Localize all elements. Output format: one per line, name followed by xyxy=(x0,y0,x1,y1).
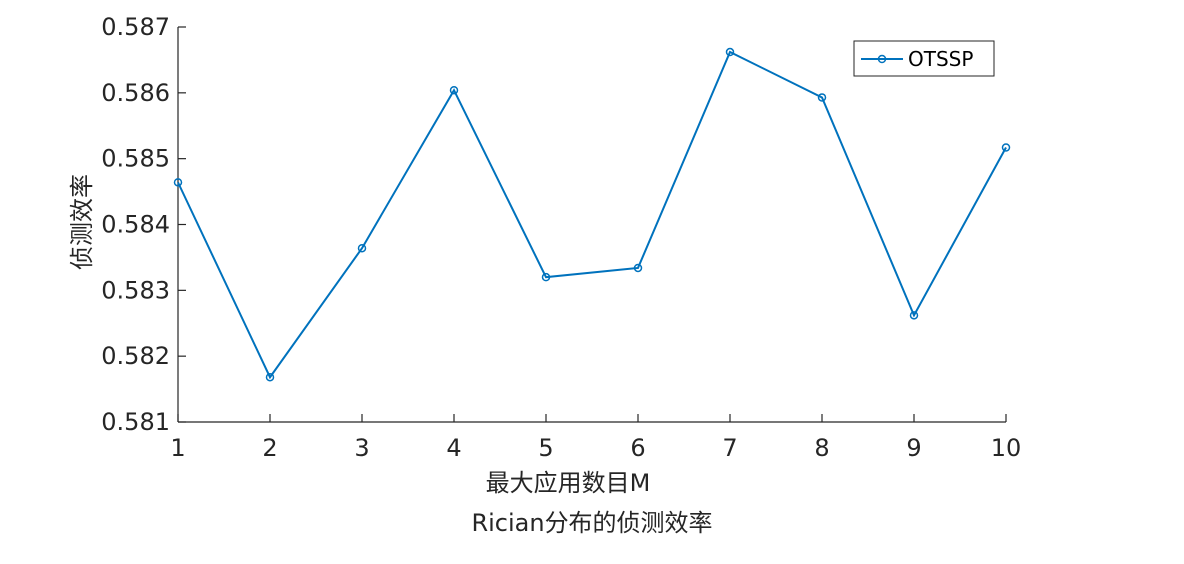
chart-caption: Rician分布的侦测效率 xyxy=(471,509,712,537)
data-point xyxy=(173,178,183,187)
data-point xyxy=(817,93,827,102)
y-ticks: 0.581 0.582 0.583 0.584 0.585 0.586 0.587 xyxy=(101,13,186,436)
data-point xyxy=(633,263,643,273)
x-tick-label: 9 xyxy=(906,434,921,462)
x-tick-label: 8 xyxy=(814,434,829,462)
legend: OTSSP xyxy=(853,40,995,77)
y-tick-label: 0.587 xyxy=(101,13,170,41)
x-tick-label: 6 xyxy=(630,434,645,462)
series-line-otssp xyxy=(177,50,1007,380)
legend-marker-otssp xyxy=(877,54,887,64)
x-tick-label: 4 xyxy=(446,434,461,462)
data-point xyxy=(909,311,919,320)
legend-label-otssp: OTSSP xyxy=(908,47,973,71)
axes xyxy=(177,27,1006,423)
x-tick-label: 7 xyxy=(722,434,737,462)
x-tick-label: 1 xyxy=(170,434,185,462)
y-tick-label: 0.584 xyxy=(101,211,170,239)
y-tick-label: 0.583 xyxy=(101,276,170,304)
x-tick-label: 3 xyxy=(354,434,369,462)
x-axis-label: 最大应用数目M xyxy=(486,469,651,497)
y-tick-label: 0.585 xyxy=(101,145,170,173)
x-ticks: 1 2 3 4 5 6 7 8 9 10 xyxy=(170,414,1021,462)
y-tick-label: 0.581 xyxy=(101,408,170,436)
y-tick-label: 0.586 xyxy=(101,79,170,107)
x-tick-label: 2 xyxy=(262,434,277,462)
x-tick-label: 5 xyxy=(538,434,553,462)
y-tick-label: 0.582 xyxy=(101,342,170,370)
y-axis-label: 侦测效率 xyxy=(68,174,96,270)
data-point xyxy=(449,85,459,95)
x-tick-label: 10 xyxy=(991,434,1022,462)
data-point xyxy=(725,47,735,57)
data-point xyxy=(1001,143,1011,152)
series-group xyxy=(173,47,1011,382)
data-point xyxy=(265,372,275,382)
data-point xyxy=(357,243,367,253)
data-point xyxy=(541,272,551,282)
